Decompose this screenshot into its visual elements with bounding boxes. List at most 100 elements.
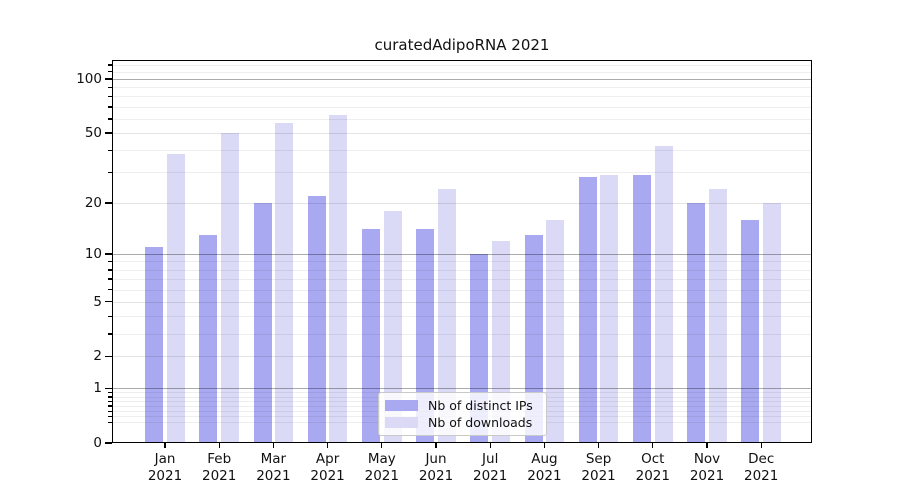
y-tick-label-10: 10	[84, 245, 102, 262]
y-tick-2	[105, 355, 112, 358]
y-minortick	[108, 260, 112, 263]
bar-distinct-ips-nov	[687, 202, 706, 443]
y-tick-100	[105, 78, 112, 80]
x-label-month: Aug	[531, 451, 558, 467]
bar-downloads-aug	[546, 219, 565, 443]
bar-distinct-ips-may	[361, 229, 381, 443]
y-minortick	[108, 86, 112, 89]
x-label-year: 2021	[147, 468, 183, 484]
bar-downloads-dec	[762, 202, 782, 443]
bar-distinct-ips-apr	[307, 195, 326, 443]
x-label-year: 2021	[364, 468, 399, 484]
bar-downloads-jun	[437, 189, 456, 443]
x-tick-label-mar: Mar 2021	[242, 451, 304, 485]
x-label-year: 2021	[310, 468, 345, 484]
bar-distinct-ips-sep	[578, 177, 597, 443]
x-tick-mar	[272, 443, 275, 448]
legend-swatch-downloads	[385, 417, 418, 429]
x-tick-label-apr: Apr 2021	[297, 451, 359, 485]
bar-distinct-ips-jun	[416, 229, 435, 443]
x-tick-sep	[597, 443, 600, 448]
y-tick-0	[105, 442, 112, 444]
y-minortick	[108, 391, 112, 394]
y-minortick	[108, 278, 112, 280]
y-minortick	[108, 289, 112, 291]
x-tick-feb	[218, 443, 220, 448]
x-tick-label-may: May 2021	[351, 451, 413, 485]
x-label-month: Oct	[641, 451, 665, 467]
x-label-month: Dec	[748, 451, 775, 467]
bar-downloads-jan	[166, 154, 185, 443]
y-minortick	[108, 421, 112, 424]
x-label-year: 2021	[473, 468, 508, 484]
y-minortick	[108, 415, 112, 418]
x-label-year: 2021	[689, 468, 725, 484]
y-tick-label-100: 100	[76, 71, 102, 87]
bar-distinct-ips-dec	[741, 219, 760, 443]
bar-downloads-may	[383, 210, 402, 443]
legend-item-distinct-ips: Nb of distinct IPs	[385, 398, 540, 413]
x-label-year: 2021	[418, 468, 454, 484]
x-tick-jan	[164, 443, 166, 448]
x-tick-label-sep: Sep 2021	[568, 451, 630, 485]
x-tick-label-aug: Aug 2021	[513, 451, 575, 485]
x-label-year: 2021	[635, 468, 670, 484]
y-minortick	[108, 106, 112, 108]
y-tick-20	[105, 202, 112, 204]
y-minortick	[108, 64, 112, 66]
x-label-year: 2021	[527, 468, 562, 484]
x-tick-label-nov: Nov 2021	[676, 451, 738, 485]
x-label-month: Nov	[693, 451, 721, 467]
y-tick-label-2: 2	[93, 348, 102, 365]
x-tick-aug	[543, 443, 546, 448]
plot-area	[112, 60, 812, 443]
x-label-month: Jul	[482, 451, 499, 467]
x-label-month: Sep	[585, 451, 612, 467]
y-minortick	[108, 149, 112, 151]
bar-distinct-ips-jan	[145, 247, 164, 443]
x-tick-label-jan: Jan 2021	[134, 451, 196, 485]
y-minortick	[108, 396, 112, 398]
y-tick-label-1: 1	[93, 380, 102, 397]
y-tick-label-50: 50	[84, 124, 102, 141]
legend-label-distinct-ips: Nb of distinct IPs	[428, 397, 533, 413]
y-minortick	[108, 118, 112, 120]
x-label-month: Apr	[315, 451, 340, 467]
x-label-month: Jan	[154, 451, 176, 467]
x-tick-label-jun: Jun 2021	[405, 451, 467, 485]
y-minortick	[108, 400, 112, 403]
y-tick-1	[105, 387, 112, 390]
x-label-month: Feb	[207, 451, 232, 467]
bar-downloads-apr	[329, 114, 348, 443]
y-tick-label-20: 20	[84, 194, 102, 211]
y-tick-50	[105, 132, 112, 134]
x-label-year: 2021	[202, 468, 237, 484]
x-tick-dec	[760, 443, 762, 448]
y-minortick	[108, 333, 112, 335]
x-label-year: 2021	[744, 468, 779, 484]
x-label-year: 2021	[256, 468, 291, 484]
x-tick-label-feb: Feb 2021	[188, 451, 250, 485]
bar-distinct-ips-oct	[632, 174, 652, 443]
y-minortick	[108, 410, 112, 412]
legend-swatch-distinct-ips	[385, 399, 418, 411]
x-tick-jun	[435, 443, 437, 448]
y-tick-label-5: 5	[93, 293, 102, 310]
x-label-month: Jun	[425, 451, 447, 467]
x-label-year: 2021	[581, 468, 616, 484]
bar-distinct-ips-aug	[524, 234, 543, 443]
y-minortick	[108, 171, 112, 174]
y-minortick	[108, 269, 112, 271]
legend: Nb of distinct IPs Nb of downloads	[378, 392, 547, 436]
x-tick-may	[381, 443, 383, 448]
bar-downloads-oct	[654, 146, 673, 443]
x-tick-oct	[652, 443, 654, 448]
x-tick-label-jul: Jul 2021	[459, 451, 521, 485]
x-label-month: May	[367, 451, 396, 467]
y-minortick	[108, 405, 112, 407]
x-tick-jul	[489, 443, 491, 448]
bar-downloads-mar	[275, 122, 294, 443]
x-label-month: Mar	[260, 451, 287, 467]
bar-distinct-ips-feb	[199, 234, 218, 443]
